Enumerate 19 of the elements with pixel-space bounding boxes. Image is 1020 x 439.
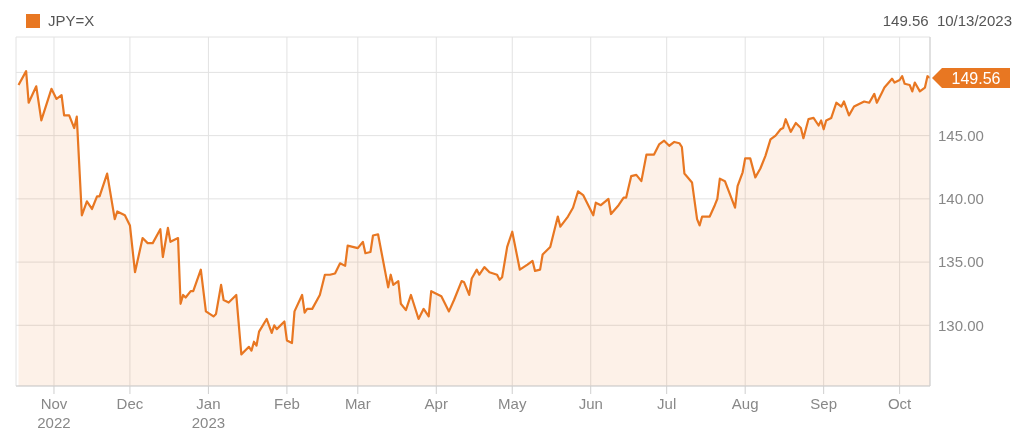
x-tick-label: Sep	[810, 395, 838, 412]
y-tick-label: 145.00	[938, 126, 984, 144]
x-tick-label: Jan 2023	[191, 395, 226, 431]
x-tick-label: Mar	[344, 395, 371, 412]
x-tick-label: Nov 2022	[37, 395, 71, 431]
legend-label: JPY=X	[48, 12, 95, 29]
y-tick-label: 140.00	[938, 190, 984, 208]
x-tick-label: May	[498, 395, 527, 412]
text: 149.56 10/13/2023	[882, 12, 1012, 29]
y-tick-label: 135.00	[938, 253, 984, 271]
x-tick-label: Oct	[887, 395, 913, 412]
x-tick-label: Jun	[578, 395, 603, 412]
x-tick-label: Jul	[657, 395, 677, 412]
x-tick-label: Dec	[116, 395, 144, 412]
x-tick-label: Aug	[731, 395, 759, 412]
y-tick-label: 130.00	[938, 316, 984, 334]
annotation: 149.56	[951, 69, 1001, 87]
x-tick-label: Apr	[424, 395, 448, 412]
x-tick-label: Feb	[273, 395, 300, 412]
